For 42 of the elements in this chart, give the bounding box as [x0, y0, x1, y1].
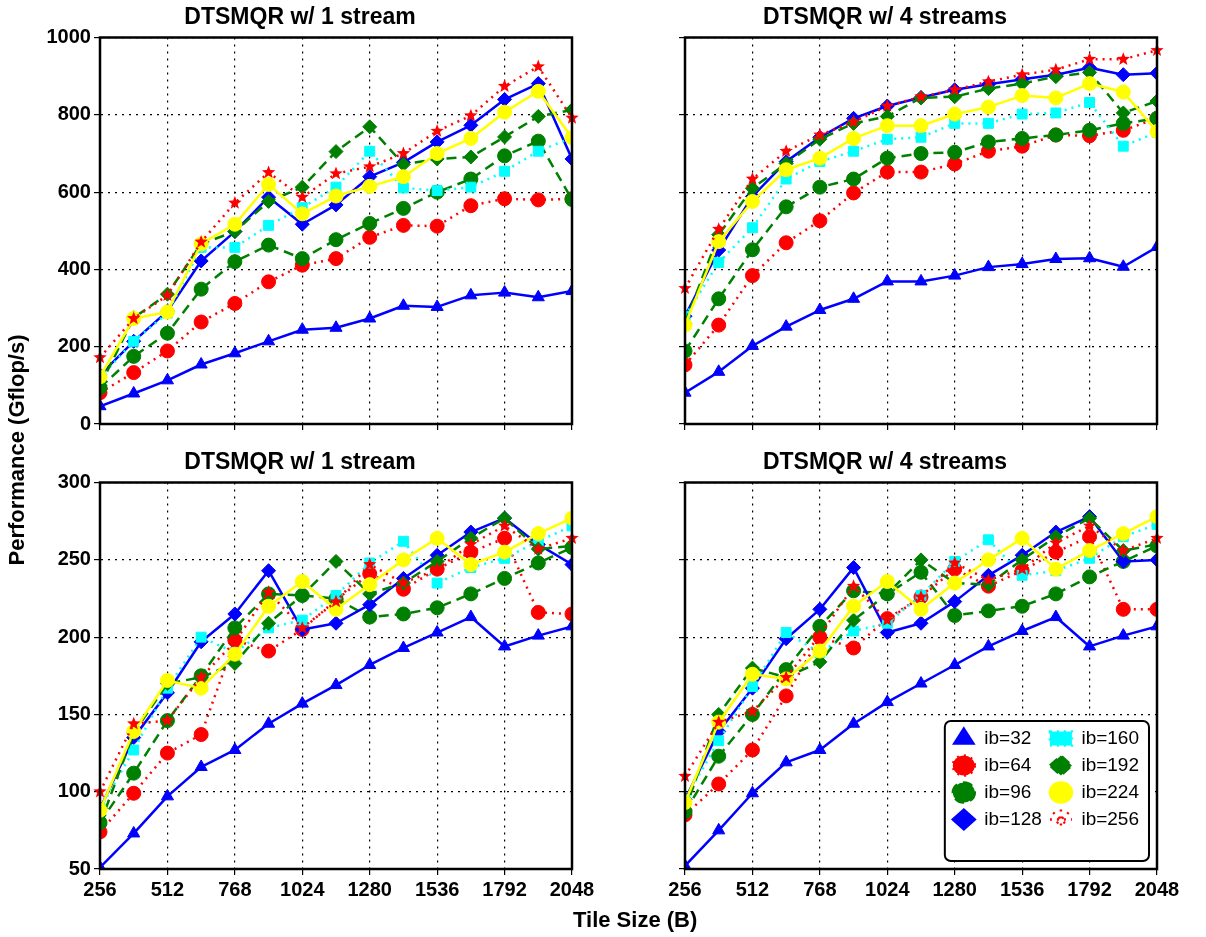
- y-tick-label: 100: [57, 779, 91, 802]
- y-tick-label: 800: [57, 102, 91, 125]
- legend-label: ib=128: [984, 807, 1042, 829]
- chart-title: DTSMQR w/ 4 streams: [762, 3, 1008, 30]
- x-tick-label: 1792: [482, 877, 527, 900]
- legend-label: ib=224: [1081, 780, 1140, 802]
- x-axis-title: Tile Size (B): [573, 907, 698, 933]
- x-tick-label: 1792: [1067, 877, 1112, 900]
- y-tick-label: 300: [57, 470, 91, 493]
- y-axis-title: Performance (Gflop/s): [3, 334, 30, 566]
- x-tick-label: 1280: [347, 877, 392, 900]
- y-tick-label: 200: [57, 624, 91, 647]
- legend-label: ib=64: [984, 753, 1032, 775]
- x-tick-label: 2048: [549, 877, 595, 900]
- x-tick-label: 1536: [414, 877, 460, 900]
- x-tick-label: 1024: [280, 877, 326, 900]
- y-tick-label: 400: [57, 256, 91, 279]
- y-tick-label: 150: [57, 701, 91, 724]
- x-tick-label: 1280: [932, 877, 977, 900]
- legend-label: ib=256: [1081, 807, 1140, 829]
- legend-label: ib=96: [984, 780, 1032, 802]
- chart-title: DTSMQR w/ 1 stream: [184, 3, 416, 30]
- y-tick-label: 250: [57, 547, 91, 570]
- x-tick-label: 512: [150, 877, 185, 900]
- y-tick-label: 1000: [46, 25, 91, 48]
- x-tick-label: 1024: [865, 877, 911, 900]
- x-tick-label: 256: [668, 877, 702, 900]
- x-tick-label: 768: [218, 877, 252, 900]
- y-tick-label: 200: [57, 334, 91, 357]
- legend-label: ib=160: [1081, 726, 1140, 748]
- x-tick-label: 768: [803, 877, 837, 900]
- legend-label: ib=32: [984, 726, 1032, 748]
- x-tick-label: 1536: [999, 877, 1045, 900]
- legend-label: ib=192: [1081, 753, 1140, 775]
- x-tick-label: 2048: [1134, 877, 1180, 900]
- y-tick-label: 50: [68, 856, 91, 879]
- y-tick-label: 0: [79, 411, 91, 434]
- chart-title: DTSMQR w/ 1 stream: [184, 448, 416, 475]
- x-tick-label: 512: [735, 877, 770, 900]
- y-tick-label: 600: [57, 179, 91, 202]
- chart-title: DTSMQR w/ 4 streams: [762, 448, 1008, 475]
- x-tick-label: 256: [83, 877, 117, 900]
